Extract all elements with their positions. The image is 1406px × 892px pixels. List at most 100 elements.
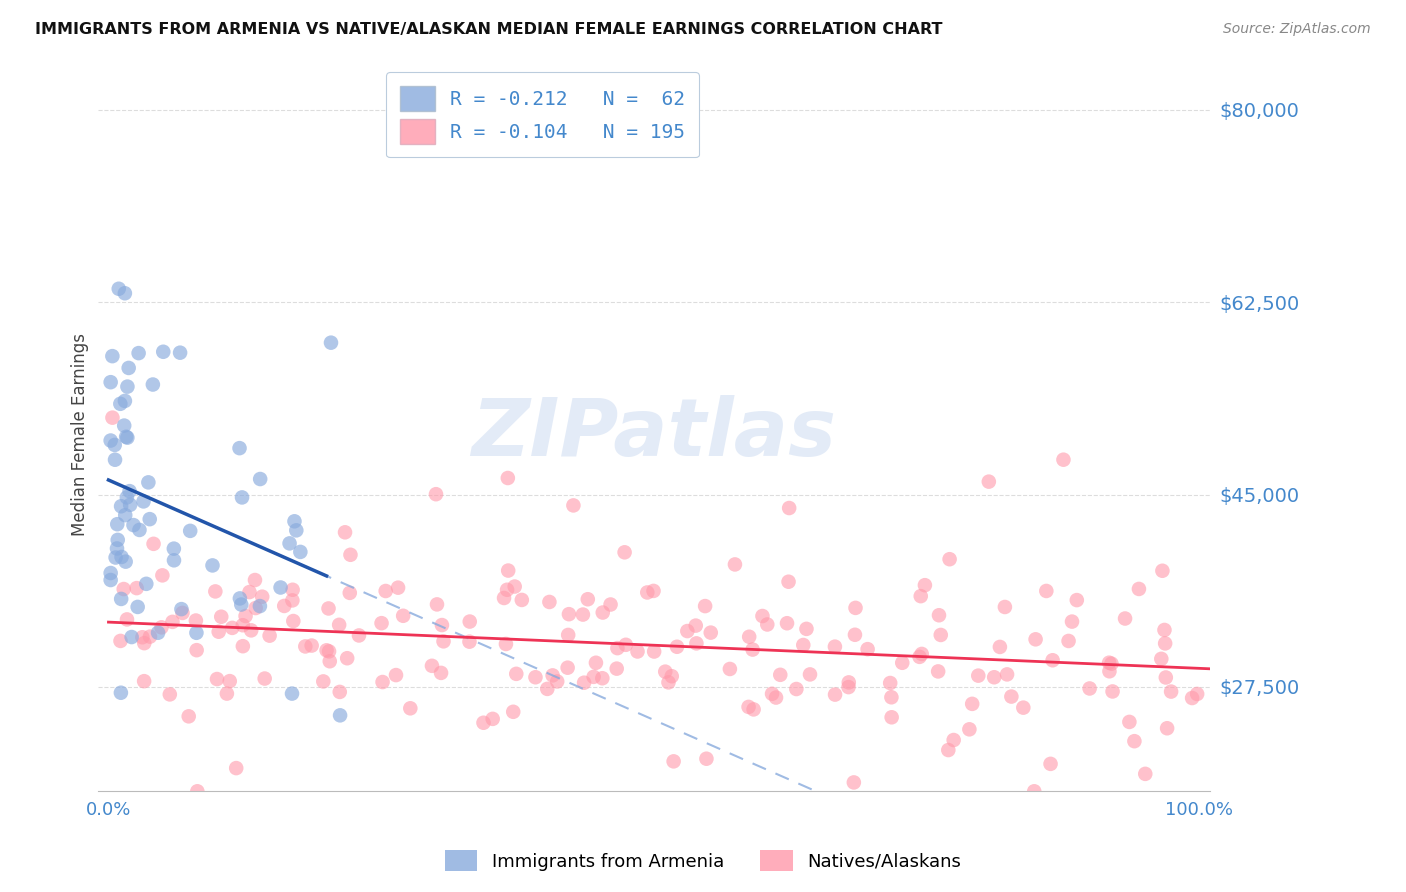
Point: [114, 508, 136, 522]
Point: [911, 647, 934, 661]
Point: [347, 628, 370, 642]
Point: [117, 379, 139, 393]
Point: [557, 661, 579, 675]
Point: [101, 349, 124, 363]
Point: [110, 397, 132, 411]
Point: [128, 523, 150, 537]
Point: [218, 674, 240, 689]
Point: [281, 687, 304, 701]
Point: [626, 644, 648, 658]
Point: [995, 667, 1018, 681]
Point: [936, 743, 959, 757]
Point: [290, 545, 312, 559]
Point: [318, 644, 340, 658]
Point: [245, 601, 267, 615]
Point: [1078, 681, 1101, 696]
Point: [392, 608, 415, 623]
Point: [105, 541, 128, 556]
Point: [557, 628, 579, 642]
Point: [910, 589, 932, 603]
Point: [724, 558, 747, 572]
Point: [496, 582, 519, 597]
Point: [1118, 714, 1140, 729]
Point: [977, 475, 1000, 489]
Point: [142, 537, 165, 551]
Point: [880, 690, 903, 705]
Point: [718, 662, 741, 676]
Point: [142, 377, 165, 392]
Point: [582, 670, 605, 684]
Point: [387, 581, 409, 595]
Point: [572, 607, 595, 622]
Point: [432, 634, 454, 648]
Point: [778, 574, 800, 589]
Point: [765, 690, 787, 705]
Point: [127, 599, 149, 614]
Point: [994, 599, 1017, 614]
Point: [662, 755, 685, 769]
Point: [1035, 584, 1057, 599]
Point: [1024, 784, 1046, 798]
Point: [458, 615, 481, 629]
Point: [844, 600, 866, 615]
Point: [988, 640, 1011, 654]
Point: [162, 615, 184, 629]
Point: [231, 598, 253, 612]
Point: [370, 616, 392, 631]
Point: [329, 708, 352, 723]
Point: [1066, 593, 1088, 607]
Point: [105, 517, 128, 532]
Text: Source: ZipAtlas.com: Source: ZipAtlas.com: [1223, 22, 1371, 37]
Point: [472, 715, 495, 730]
Point: [139, 630, 162, 644]
Point: [938, 552, 960, 566]
Point: [1128, 582, 1150, 596]
Point: [294, 640, 316, 654]
Point: [738, 630, 761, 644]
Point: [796, 622, 818, 636]
Point: [576, 592, 599, 607]
Point: [879, 676, 901, 690]
Point: [150, 620, 173, 634]
Point: [546, 674, 568, 689]
Point: [118, 360, 141, 375]
Point: [215, 687, 238, 701]
Point: [957, 723, 980, 737]
Point: [259, 629, 281, 643]
Text: ZIPatlas: ZIPatlas: [471, 395, 837, 473]
Point: [128, 346, 150, 360]
Point: [104, 550, 127, 565]
Point: [1154, 636, 1177, 650]
Point: [505, 666, 527, 681]
Point: [150, 568, 173, 582]
Point: [232, 639, 254, 653]
Point: [741, 642, 763, 657]
Point: [312, 674, 335, 689]
Point: [1025, 632, 1047, 647]
Point: [1098, 665, 1121, 679]
Point: [614, 638, 637, 652]
Point: [585, 656, 607, 670]
Point: [339, 548, 361, 562]
Point: [1123, 734, 1146, 748]
Point: [110, 686, 132, 700]
Point: [131, 630, 153, 644]
Y-axis label: Median Female Earnings: Median Female Earnings: [72, 333, 89, 536]
Point: [138, 475, 160, 490]
Point: [420, 658, 443, 673]
Point: [1135, 767, 1157, 781]
Point: [121, 630, 143, 644]
Point: [115, 430, 138, 444]
Point: [778, 501, 800, 516]
Point: [643, 644, 665, 658]
Point: [250, 590, 273, 604]
Point: [942, 733, 965, 747]
Point: [1101, 657, 1123, 671]
Point: [122, 518, 145, 533]
Point: [101, 410, 124, 425]
Point: [838, 675, 860, 690]
Point: [599, 598, 621, 612]
Point: [112, 418, 135, 433]
Point: [205, 672, 228, 686]
Point: [592, 606, 614, 620]
